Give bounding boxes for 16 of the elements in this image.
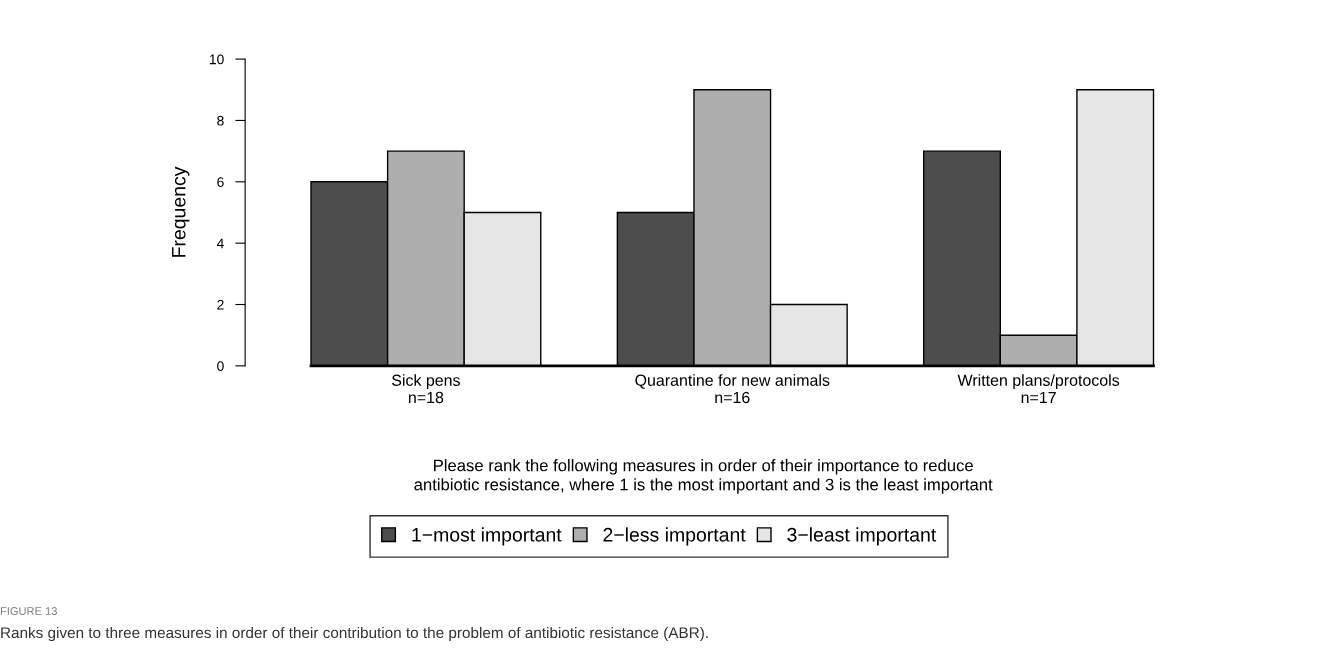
x-tick-label: Sick pens n=18 [392, 374, 460, 404]
caption: FIGURE 13 [0, 607, 57, 615]
x-tick-label: Written plans/protocols n=17 [957, 374, 1120, 403]
legend-label: 3−least important [787, 527, 937, 546]
y-tick-label: 6 [217, 177, 224, 187]
x-tick-label: Quarantine for new animals n=16 [635, 374, 830, 404]
legend-label: 1−most important [412, 527, 562, 546]
y-tick-label: 2 [217, 299, 224, 310]
y-tick-label: 4 [216, 238, 224, 249]
y-tick-label: 10 [209, 54, 224, 65]
y-axis-title: Frequency [172, 166, 190, 257]
y-tick-label: 8 [217, 115, 224, 126]
text: Ranks given to three measures in order of their contribution to the problem of antibiotic resistance (ABR). [1, 626, 708, 642]
y-tick-label: 0 [217, 361, 224, 372]
legend-label: 2−less important [603, 527, 746, 546]
x-axis-title: Please rank the following measures in order of their importance to reduce antibiotic resistance, where 1 is the most important and 3 is the least important [414, 459, 993, 494]
